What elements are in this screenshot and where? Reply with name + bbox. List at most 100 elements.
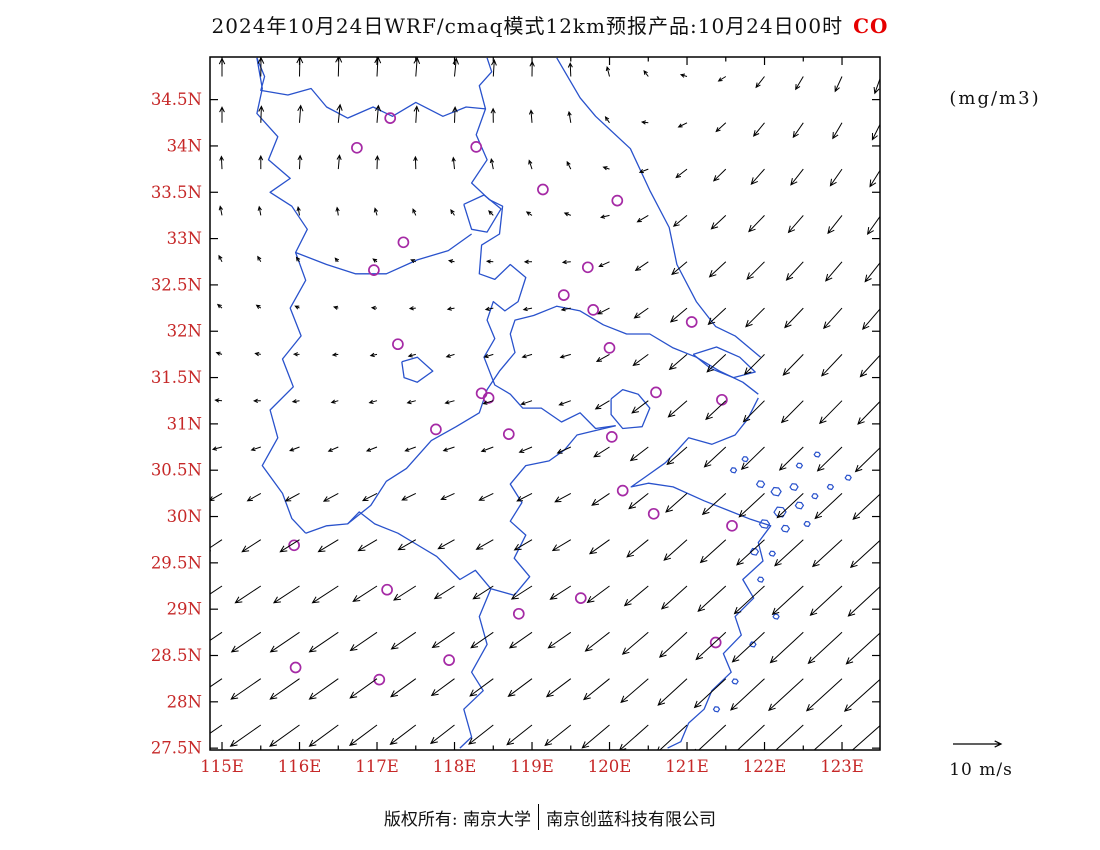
wind-vector [510,585,533,600]
wind-vector [712,168,727,182]
wind-vector [374,154,380,170]
wind-vector [406,399,416,405]
wind-vector [429,724,455,745]
wind-vector [484,306,494,311]
wind-vector [475,539,494,550]
map-line-zhejiang-west-border [459,588,492,749]
wind-vector [748,215,765,233]
wind-vector [334,257,340,263]
wind-vector [591,492,610,506]
wind-vector [740,446,765,470]
wind-vector [469,678,494,697]
wind-vector [506,724,533,746]
wind-vector [658,631,688,658]
wind-vector [210,585,223,595]
wind-vector [567,110,572,123]
wind-vector [859,354,880,378]
title-text: 2024年10月24日WRF/cmaq模式12km预报产品:10月24日00时 [211,14,844,38]
wind-vector [393,585,417,601]
wind-vector [745,307,765,328]
map-content [210,57,880,750]
wind-vector [780,400,804,424]
station-marker [392,338,404,351]
y-axis-label: 29.5N [151,553,202,572]
wind-vector [703,446,727,468]
wind-vector [373,207,379,216]
copyright-text: 版权所有: 南京大学 [383,809,532,830]
wind-vector [602,166,610,171]
island-outline [794,501,805,510]
island-outline [741,456,749,463]
wind-vector [219,106,225,123]
island-outline [770,486,782,497]
y-axis-label: 30N [167,507,202,526]
wind-vector [374,57,382,77]
station-marker [470,141,483,153]
y-axis-label: 28N [167,692,202,711]
wind-vector [349,678,378,699]
wind-vector [595,353,610,362]
wind-vector [699,539,727,564]
station-marker [603,342,616,354]
wind-vector [790,168,804,186]
wind-vector [675,168,688,179]
x-axis-label: 122E [743,757,787,776]
wind-vector [619,724,649,750]
wind-vector [230,678,262,700]
wind-vector [545,678,572,698]
wind-vector [551,539,572,552]
wind-vector [216,303,223,309]
wind-vector [769,631,804,664]
station-marker [726,519,738,532]
wind-vector [489,157,495,170]
wind-vector [559,353,571,359]
station-marker [289,661,302,674]
y-axis-label: 32N [167,322,202,341]
wind-vector [480,446,494,453]
wind-vector [693,678,727,709]
wind-vector [272,585,300,604]
wind-vector [784,307,804,329]
wind-vector [771,585,804,616]
station-marker [574,592,587,604]
wind-vector [408,306,416,311]
wind-vector [584,631,610,652]
wind-vector [544,724,572,747]
wind-vector [629,446,649,462]
wind-vector [255,304,262,309]
wind-vector [752,122,765,137]
station-marker [605,431,618,443]
x-axis-label: 117E [355,757,399,776]
wind-vector [811,539,843,568]
y-axis-label: 33.5N [151,183,202,202]
islands-group [712,451,852,713]
wind-vector [289,446,300,452]
wind-vector [250,446,261,452]
wind-vector [768,678,804,712]
wind-vector [210,492,223,502]
station-marker [384,112,397,124]
wind-vector [372,258,378,263]
wind-vector [694,724,727,750]
wind-vector [560,307,571,312]
wind-vector [230,631,262,653]
wind-vector [485,259,494,264]
wind-vector [561,259,571,265]
wind-vector [774,539,804,567]
wind-vector [730,678,765,711]
wind-vector [847,586,880,617]
species-label: CO [853,14,889,38]
wind-vector [631,400,649,414]
wind-vector [633,307,649,319]
wind-vector [671,261,688,276]
x-axis-label: 120E [588,757,632,776]
wind-vector [628,493,649,510]
wind-vector [821,354,843,377]
units-label: (mg/m3) [949,88,1041,109]
wind-vector [297,104,304,123]
wind-vector [742,400,765,423]
wind-vector [368,399,378,404]
wind-legend-arrow [953,740,1003,748]
wind-vector [229,724,262,747]
island-outline [780,524,791,533]
